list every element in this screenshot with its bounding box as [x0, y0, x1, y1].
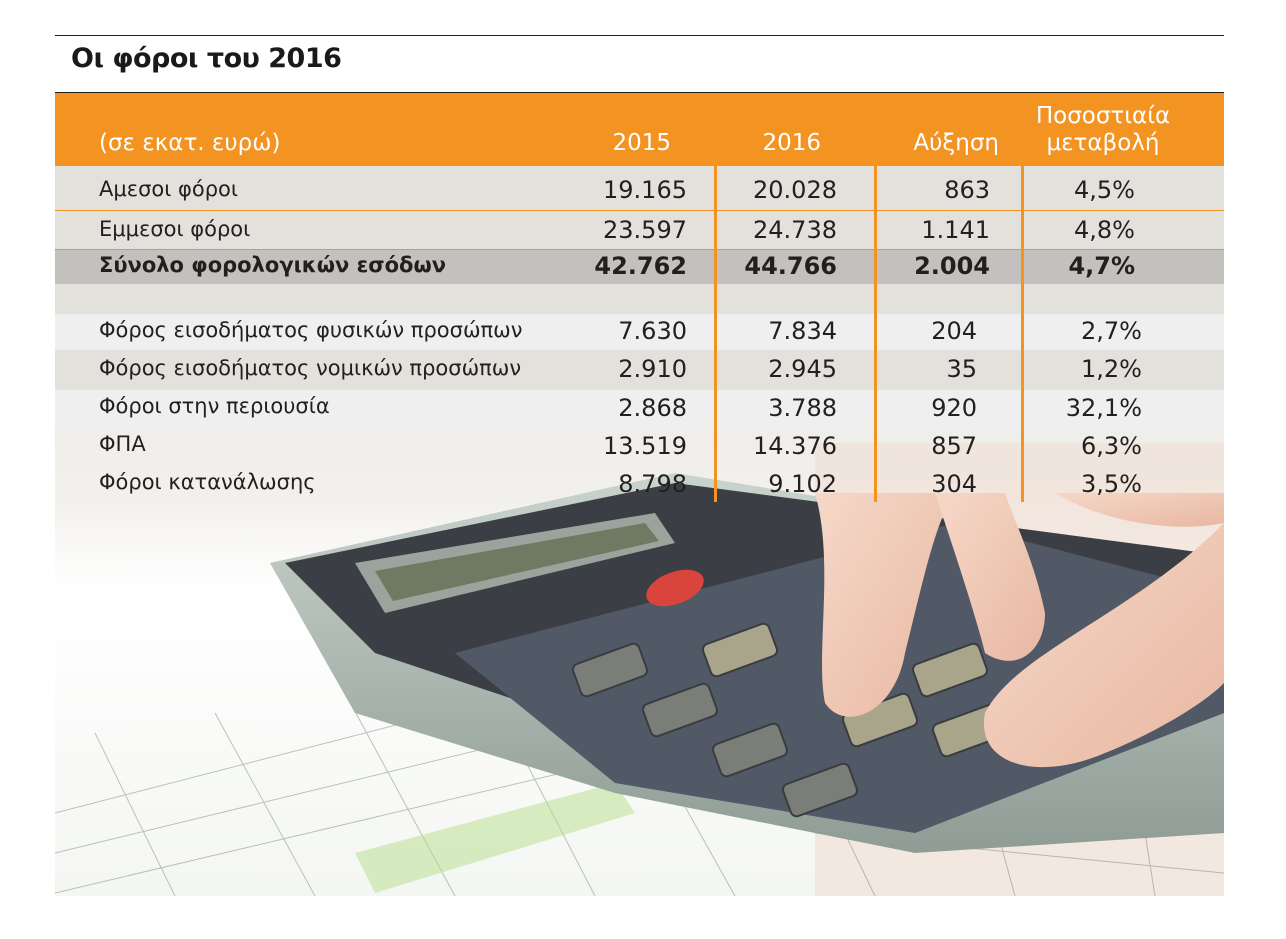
cell-2015: 19.165 — [603, 176, 687, 204]
cell-pct: 6,3% — [1081, 432, 1142, 460]
header-pct-line1: Ποσοστιαία — [1035, 103, 1171, 129]
cell-pct: 4,5% — [1074, 176, 1135, 204]
cell-increase: 2.004 — [914, 252, 990, 280]
spacer-row — [55, 284, 1224, 314]
header-increase: Αύξηση — [913, 130, 999, 156]
row-label: Φόροι στην περιουσία — [99, 394, 330, 418]
infographic-panel: (σε εκατ. ευρώ) 2015 2016 Αύξηση Ποσοστι… — [55, 92, 1224, 896]
header-unit: (σε εκατ. ευρώ) — [99, 130, 281, 156]
table-row: Φόρος εισοδήματος νομικών προσώπων 2.910… — [55, 350, 1224, 390]
table-row: Εμμεσοι φόροι 23.597 24.738 1.141 4,8% — [55, 211, 1224, 250]
cell-increase: 304 — [931, 470, 977, 498]
cell-pct: 32,1% — [1065, 394, 1142, 422]
cell-2015: 13.519 — [603, 432, 687, 460]
cell-pct: 3,5% — [1081, 470, 1142, 498]
cell-increase: 204 — [931, 317, 977, 345]
row-separator — [55, 210, 1224, 211]
cell-2016: 24.738 — [753, 216, 837, 244]
row-label: Φόρος εισοδήματος φυσικών προσώπων — [99, 318, 523, 342]
cell-pct: 4,7% — [1068, 252, 1135, 280]
cell-2015: 2.910 — [618, 355, 687, 383]
table-header: (σε εκατ. ευρώ) 2015 2016 Αύξηση Ποσοστι… — [55, 93, 1224, 166]
column-divider — [714, 166, 717, 502]
cell-pct: 1,2% — [1081, 355, 1142, 383]
row-label: Φόρος εισοδήματος νομικών προσώπων — [99, 356, 522, 380]
table-row: ΦΠΑ 13.519 14.376 857 6,3% — [55, 428, 1224, 466]
cell-2016: 9.102 — [768, 470, 837, 498]
header-pct-line2: μεταβολή — [1046, 130, 1160, 156]
cell-2015: 8.798 — [618, 470, 687, 498]
cell-increase: 35 — [946, 355, 977, 383]
cell-increase: 920 — [931, 394, 977, 422]
column-divider — [874, 166, 877, 502]
table-row: Φόροι στην περιουσία 2.868 3.788 920 32,… — [55, 390, 1224, 428]
cell-2016: 7.834 — [768, 317, 837, 345]
header-2016: 2016 — [762, 130, 821, 156]
cell-2016: 44.766 — [744, 252, 837, 280]
table-row: Φόρος εισοδήματος φυσικών προσώπων 7.630… — [55, 314, 1224, 350]
top-rule — [55, 35, 1224, 36]
cell-2015: 42.762 — [594, 252, 687, 280]
row-label: Σύνολο φορολογικών εσόδων — [99, 253, 447, 277]
cell-pct: 4,8% — [1074, 216, 1135, 244]
cell-2015: 7.630 — [618, 317, 687, 345]
cell-increase: 857 — [931, 432, 977, 460]
row-label: ΦΠΑ — [99, 432, 146, 456]
row-label: Φόροι κατανάλωσης — [99, 470, 316, 494]
header-2015: 2015 — [612, 130, 671, 156]
cell-2016: 20.028 — [753, 176, 837, 204]
table-row: Αμεσοι φόροι 19.165 20.028 863 4,5% — [55, 167, 1224, 211]
row-label: Αμεσοι φόροι — [99, 177, 239, 201]
row-label: Εμμεσοι φόροι — [99, 217, 251, 241]
cell-2015: 23.597 — [603, 216, 687, 244]
cell-2015: 2.868 — [618, 394, 687, 422]
cell-2016: 2.945 — [768, 355, 837, 383]
table-row-total: Σύνολο φορολογικών εσόδων 42.762 44.766 … — [55, 250, 1224, 284]
cell-increase: 863 — [944, 176, 990, 204]
table-row: Φόροι κατανάλωσης 8.798 9.102 304 3,5% — [55, 466, 1224, 504]
cell-2016: 14.376 — [753, 432, 837, 460]
column-divider — [1021, 166, 1024, 502]
page-title: Οι φόροι του 2016 — [71, 43, 342, 74]
cell-pct: 2,7% — [1081, 317, 1142, 345]
cell-2016: 3.788 — [768, 394, 837, 422]
row-separator — [55, 249, 1224, 250]
cell-increase: 1.141 — [921, 216, 990, 244]
